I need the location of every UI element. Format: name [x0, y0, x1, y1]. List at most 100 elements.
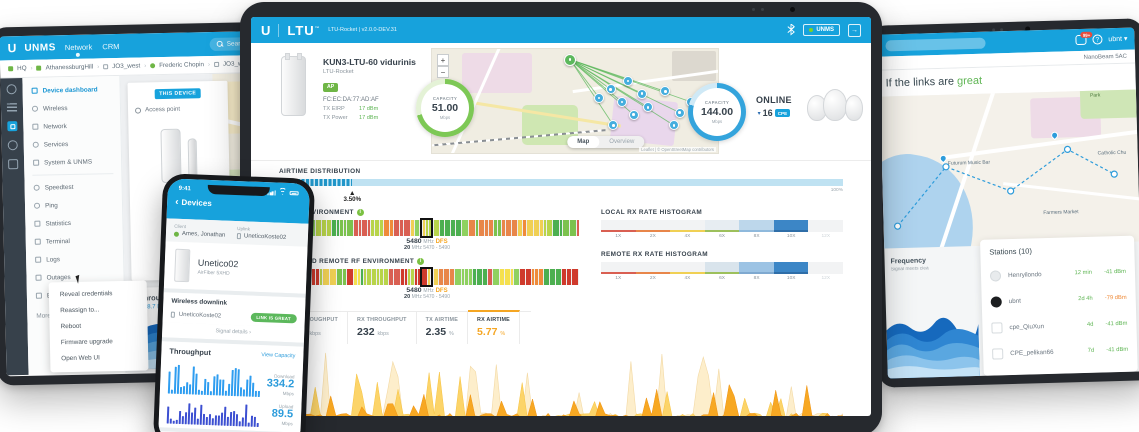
- sidebar-item-wireless[interactable]: Wireless: [23, 98, 120, 118]
- device-type-label: Access point: [144, 105, 181, 114]
- map-tab[interactable]: Map: [567, 136, 600, 148]
- nav-tab-crm[interactable]: CRM: [102, 41, 120, 51]
- downlink-title: Wireless downlink: [171, 297, 228, 307]
- coverage-map[interactable]: + − Map Overview Leaflet | © OpenStreetM…: [431, 48, 719, 154]
- cpe-map-marker[interactable]: [594, 92, 605, 103]
- spectrum-segment: [505, 269, 510, 285]
- search-input[interactable]: [885, 37, 986, 51]
- breadcrumb-site[interactable]: AthanessburgHill: [45, 63, 94, 72]
- sidebar-item-statistics[interactable]: Statistics: [25, 213, 122, 233]
- device-photo: [174, 248, 191, 283]
- spectrum-segment: [344, 220, 346, 236]
- online-status: ONLINE ▾ 16 CPE: [756, 95, 792, 118]
- bar: [256, 422, 259, 428]
- spectrum-segment: [498, 220, 501, 236]
- bar: [241, 417, 244, 427]
- back-button-label[interactable]: Devices: [181, 197, 212, 209]
- station-row[interactable]: cpe_QiuXun 4d -41 dBm: [991, 311, 1128, 341]
- cpe-map-marker[interactable]: [622, 75, 633, 86]
- spectrum-segment: [489, 220, 493, 236]
- bar: [239, 387, 243, 397]
- unms-connect-button[interactable]: UNMS: [803, 24, 840, 36]
- nav-tab-network[interactable]: Network: [64, 40, 94, 54]
- zoom-in-button[interactable]: +: [437, 54, 449, 66]
- client-name[interactable]: Ames, Jonathan: [181, 230, 226, 239]
- settings-icon[interactable]: [8, 159, 19, 170]
- tab-tx-airtime[interactable]: TX AIRTIME 2.35 %: [417, 311, 469, 344]
- overview-tab[interactable]: Overview: [609, 139, 635, 145]
- bar: [257, 391, 260, 398]
- phone: 9:41 ‹ Devices Client Ames, Jonathan: [152, 173, 316, 432]
- notifications-icon[interactable]: 99+: [1075, 31, 1093, 46]
- stats-tabs: TX THROUGHPUT 106 kbps RX THROUGHPUT 232…: [279, 310, 531, 344]
- spectrum-segment: [384, 220, 389, 236]
- sidebar-item-logs[interactable]: Logs: [26, 249, 123, 269]
- spectrum-segment: [506, 220, 511, 236]
- cpe-map-marker[interactable]: [617, 97, 628, 107]
- view-capacity-link[interactable]: View Capacity: [261, 351, 296, 359]
- sidebar-item-ping[interactable]: Ping: [25, 195, 122, 215]
- sidebar-item-speedtest[interactable]: Speedtest: [24, 177, 121, 197]
- cpe-map-marker[interactable]: [668, 120, 679, 131]
- cpe-map-marker[interactable]: [643, 102, 653, 113]
- spectrum-segment: [411, 269, 414, 285]
- map-block: [462, 53, 532, 93]
- sidebar-item-terminal[interactable]: Terminal: [26, 231, 123, 251]
- sidebar-item-system-unms[interactable]: System & UNMS: [24, 152, 121, 172]
- downlink-row[interactable]: UneticoKoste02 LINK IS GREAT: [170, 310, 297, 324]
- menu-item-open-web-ui[interactable]: Open Web UI: [61, 354, 100, 363]
- spectrum-segment: [361, 269, 363, 285]
- link-map[interactable]: Park Futurum Music Bar Catholic Chu Farm…: [879, 89, 1139, 249]
- spectrum-segment: [428, 269, 430, 285]
- status-time: 9:41: [178, 185, 191, 193]
- spectrum-segment: [347, 220, 353, 236]
- station-avatar: [992, 347, 1004, 360]
- zoom-out-button[interactable]: −: [437, 66, 449, 78]
- right-tablet: 99+ ? ubnt ▾ NanoBeam 5AC If the links a…: [868, 18, 1139, 388]
- clients-icon[interactable]: [7, 140, 18, 151]
- cpe-map-marker[interactable]: [608, 120, 619, 131]
- spectrum-segment: [512, 220, 517, 236]
- sidebar-item-services[interactable]: Services: [24, 134, 121, 154]
- logout-icon[interactable]: →: [848, 23, 861, 37]
- uplink-name[interactable]: UneticoKoste02: [243, 233, 287, 241]
- help-icon[interactable]: ?: [1092, 34, 1103, 45]
- camera-lens: [790, 7, 795, 12]
- device-photo: [281, 53, 306, 116]
- station-row[interactable]: CPE_pelikan66 7d -41 dBm: [992, 337, 1129, 367]
- globe-icon[interactable]: [6, 84, 17, 95]
- info-icon[interactable]: i: [417, 258, 425, 265]
- station-row[interactable]: Henryilondo 12 min -41 dBm: [989, 259, 1127, 289]
- cpe-map-marker[interactable]: [674, 107, 685, 118]
- bar: [181, 416, 184, 425]
- cpe-map-marker[interactable]: [628, 109, 639, 120]
- ap-map-marker[interactable]: [564, 53, 577, 66]
- bluetooth-icon[interactable]: [787, 24, 796, 36]
- sidebar-item-network[interactable]: Network: [23, 116, 120, 136]
- rf-spectrum: [279, 220, 579, 236]
- cpe-map-marker[interactable]: [637, 88, 648, 99]
- sidebar-item-device-dashboard[interactable]: Device dashboard: [22, 80, 119, 100]
- device-card[interactable]: Unetico02 AirFiber 5XHD: [163, 241, 308, 294]
- spectrum-segment: [477, 269, 482, 285]
- user-menu[interactable]: ubnt ▾: [1108, 35, 1128, 44]
- breadcrumb-device[interactable]: JO3_west: [112, 62, 141, 71]
- remote-capacity-gauge: CAPACITY 144.00 Mbps: [688, 83, 746, 141]
- firmware-version: LTU-Rocket | v2.0.0-DEV.31: [328, 27, 397, 33]
- wireless-icon: [31, 105, 39, 112]
- station-row[interactable]: ubnt 2d 4h -79 dBm: [990, 285, 1127, 315]
- devices-icon[interactable]: [7, 121, 18, 132]
- breadcrumb-hq[interactable]: HQ: [17, 64, 27, 73]
- spectrum-segment: [469, 269, 472, 285]
- back-chevron-icon[interactable]: ‹: [174, 196, 179, 208]
- cpe-map-marker[interactable]: [605, 84, 616, 95]
- info-icon[interactable]: i: [356, 209, 364, 216]
- cpe-map-marker[interactable]: [660, 86, 671, 97]
- ap-mode-badge: AP: [323, 82, 339, 92]
- channel-bracket: [420, 267, 433, 287]
- tab-rx-airtime[interactable]: RX AIRTIME 5.77 %: [468, 310, 520, 344]
- tab-rx-throughput[interactable]: RX THROUGHPUT 232 kbps: [348, 311, 417, 344]
- spectrum-segment: [450, 269, 454, 285]
- sitemap-icon[interactable]: [6, 103, 18, 113]
- breadcrumb-client[interactable]: Frederic Chopin: [159, 61, 205, 70]
